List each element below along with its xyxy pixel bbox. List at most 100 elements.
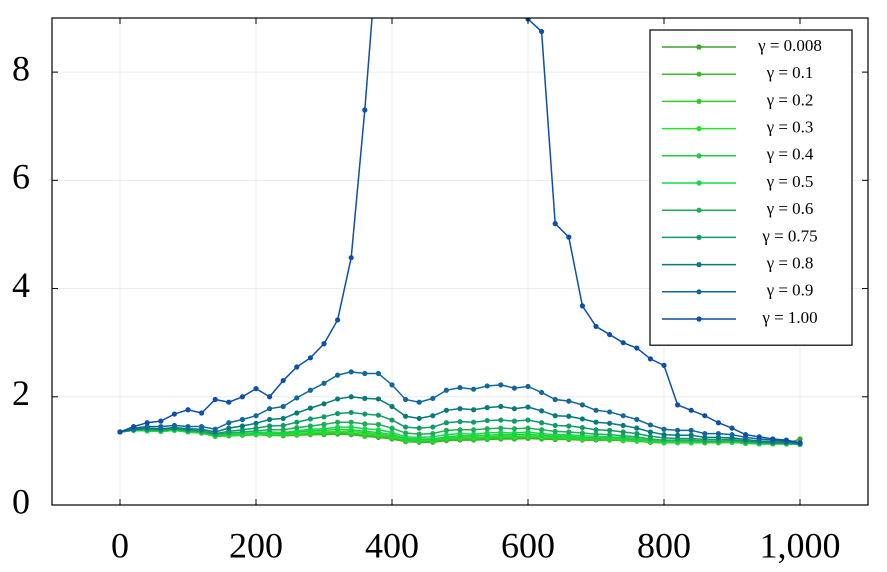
data-point bbox=[158, 418, 164, 424]
legend-label: γ = 0.3 bbox=[766, 118, 814, 137]
data-point bbox=[267, 423, 273, 429]
data-point bbox=[647, 429, 654, 435]
data-point bbox=[566, 413, 572, 419]
data-point bbox=[280, 403, 286, 410]
data-point bbox=[239, 423, 245, 429]
data-point bbox=[743, 432, 749, 438]
data-point bbox=[525, 425, 531, 431]
data-point bbox=[362, 421, 368, 427]
data-point bbox=[756, 434, 762, 440]
plot-frame bbox=[51, 17, 869, 506]
data-point bbox=[362, 411, 368, 417]
data-point bbox=[593, 431, 599, 437]
data-point bbox=[702, 413, 708, 419]
data-point bbox=[280, 415, 286, 422]
data-point bbox=[647, 433, 654, 439]
data-point bbox=[280, 377, 286, 384]
data-point bbox=[511, 426, 517, 432]
data-point bbox=[158, 423, 164, 430]
data-point bbox=[634, 430, 640, 437]
data-point bbox=[416, 415, 422, 422]
data-point bbox=[199, 410, 205, 416]
legend-marker bbox=[696, 289, 702, 295]
data-point bbox=[607, 420, 613, 426]
data-point bbox=[239, 427, 245, 433]
data-point bbox=[471, 431, 477, 437]
legend-label: γ = 0.1 bbox=[766, 63, 814, 82]
data-point bbox=[403, 434, 409, 440]
data-point bbox=[389, 382, 395, 388]
x-tick-label: 400 bbox=[365, 525, 419, 565]
data-point bbox=[566, 398, 572, 404]
data-point bbox=[321, 401, 327, 407]
series-line bbox=[119, 18, 801, 444]
data-point bbox=[335, 410, 341, 417]
data-point bbox=[443, 427, 449, 433]
data-point bbox=[566, 423, 572, 429]
x-tick-label: 800 bbox=[637, 525, 691, 565]
data-point bbox=[307, 387, 313, 393]
y-tick-label: 8 bbox=[12, 48, 30, 88]
data-point bbox=[280, 427, 286, 433]
data-point bbox=[634, 416, 640, 423]
data-point bbox=[675, 427, 681, 433]
data-point bbox=[647, 356, 654, 362]
data-point bbox=[389, 425, 395, 431]
data-point bbox=[321, 414, 327, 420]
data-point bbox=[783, 437, 790, 443]
data-point bbox=[403, 430, 409, 436]
data-point bbox=[675, 402, 681, 408]
data-point bbox=[511, 406, 517, 412]
data-point bbox=[688, 407, 694, 413]
data-point bbox=[443, 407, 449, 413]
data-point bbox=[579, 416, 586, 422]
x-tick-label: 600 bbox=[501, 525, 555, 565]
data-point bbox=[307, 405, 313, 411]
data-point bbox=[715, 430, 722, 437]
data-point bbox=[511, 418, 517, 424]
data-point bbox=[144, 420, 150, 426]
data-point bbox=[593, 407, 599, 413]
data-point bbox=[457, 419, 463, 425]
legend-marker bbox=[696, 316, 702, 322]
data-point bbox=[253, 386, 259, 392]
y-tick-label: 6 bbox=[12, 157, 30, 197]
x-tick-label: 200 bbox=[229, 525, 283, 565]
data-point bbox=[498, 403, 504, 410]
legend-marker bbox=[696, 262, 702, 268]
data-point bbox=[348, 419, 354, 425]
data-point bbox=[471, 386, 477, 392]
data-point bbox=[389, 403, 395, 410]
data-point bbox=[471, 419, 477, 425]
data-point bbox=[131, 423, 137, 430]
data-point bbox=[525, 383, 531, 390]
legend-label: γ = 1.00 bbox=[761, 308, 817, 327]
data-point bbox=[620, 413, 626, 419]
data-point bbox=[267, 416, 273, 423]
data-point bbox=[620, 433, 626, 439]
data-point bbox=[511, 385, 517, 391]
data-point bbox=[389, 417, 395, 423]
data-point bbox=[267, 394, 273, 400]
data-point bbox=[566, 234, 572, 240]
data-point bbox=[294, 410, 300, 416]
data-point bbox=[389, 429, 395, 436]
data-point bbox=[511, 430, 517, 436]
data-point bbox=[430, 424, 436, 430]
legend: γ = 0.008 γ = 0.1 γ = 0.2 γ = 0.3 γ = 0.4 γ =… bbox=[649, 29, 853, 346]
data-point bbox=[362, 426, 368, 432]
data-point bbox=[226, 425, 232, 431]
data-point bbox=[253, 420, 259, 426]
data-point bbox=[443, 432, 449, 438]
data-point bbox=[607, 432, 613, 438]
legend-label: γ = 0.6 bbox=[766, 199, 814, 218]
data-point bbox=[539, 408, 545, 414]
data-point bbox=[484, 405, 490, 411]
legend-marker bbox=[696, 71, 702, 77]
data-point bbox=[484, 383, 490, 389]
data-point bbox=[471, 407, 477, 413]
data-point bbox=[729, 425, 735, 431]
legend-marker bbox=[696, 126, 702, 132]
data-point bbox=[552, 396, 558, 403]
